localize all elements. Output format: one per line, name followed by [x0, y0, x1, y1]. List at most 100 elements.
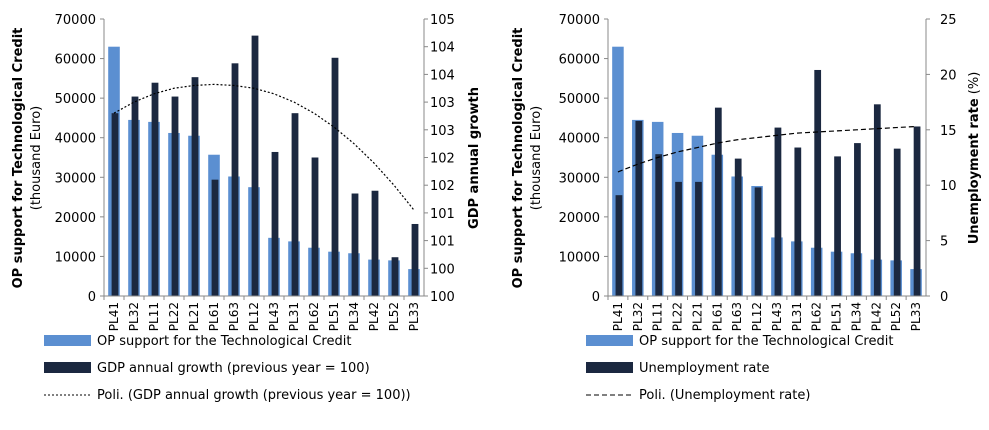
trend-line [113, 83, 415, 211]
category-label: PL61 [207, 302, 221, 331]
right-axis-tick-label: 105 [430, 13, 455, 28]
bar-secondary-series [893, 148, 901, 296]
category-label: PL31 [287, 302, 301, 331]
bar-secondary-series [231, 63, 239, 296]
legend-label-unemployment: Unemployment rate [639, 361, 769, 376]
category-label: PL63 [227, 302, 241, 331]
category-label: PL31 [790, 302, 804, 331]
bar-secondary-series [615, 195, 623, 296]
left-axis-tick-label: 20000 [559, 211, 600, 226]
right-axis-title: GDP annual growth [467, 87, 482, 229]
bar-secondary-series [191, 77, 199, 296]
bar-secondary-series [774, 127, 782, 296]
left-axis-tick-label: 50000 [55, 92, 96, 107]
right-axis-tick-label: 102 [430, 179, 455, 194]
bar-secondary-series [873, 104, 881, 296]
bar-secondary-series [635, 120, 643, 296]
bar-secondary-series [311, 157, 319, 296]
left-axis-tick-label: 70000 [55, 13, 96, 28]
left-axis-tick-label: 60000 [55, 53, 96, 68]
left-axis-subtitle: (thousand Euro) [29, 106, 44, 211]
category-label: PL32 [631, 302, 645, 331]
category-label: PL62 [810, 302, 824, 331]
category-label: PL34 [347, 302, 361, 331]
category-label: PL32 [127, 302, 141, 331]
left-axis-title-main: OP support for Technological Credit [11, 28, 26, 289]
right-axis-tick-label: 20 [940, 68, 957, 83]
category-label: PL12 [750, 302, 764, 331]
category-label: PL43 [770, 302, 784, 331]
gdp-chart: 0 10000 20000 30000 40000 50000 60000 70000 100 1… [11, 13, 482, 403]
category-label: PL34 [849, 302, 863, 331]
left-axis-tick-label: 60000 [559, 53, 600, 68]
right-axis-tick-label: 15 [940, 124, 957, 139]
right-axis-tick-label: 103 [430, 124, 455, 139]
right-axis-tick-label: 0 [940, 290, 948, 305]
bar-secondary-series [854, 143, 861, 296]
left-axis-tick-label: 30000 [559, 171, 600, 186]
left-axis-tick-label: 0 [88, 290, 96, 305]
right-axis-tick-label: 101 [430, 235, 455, 250]
right-axis-tick-label: 100 [430, 290, 455, 305]
legend-label-unemployment-trend: Poli. (Unemployment rate) [639, 388, 810, 403]
bar-secondary-series [271, 151, 279, 296]
bar-secondary-series [211, 179, 219, 296]
right-axis-tick-label: 101 [430, 207, 455, 222]
right-axis-tick-label: 25 [940, 13, 957, 28]
category-label: PL61 [710, 302, 724, 331]
category-label: PL51 [327, 302, 341, 331]
legend-swatch-unemployment [586, 362, 633, 373]
right-axis-title-2-main: Unemployment rate [967, 98, 982, 244]
bar-secondary-series [734, 158, 742, 296]
legend-label-gdp-growth: GDP annual growth (previous year = 100) [97, 361, 370, 376]
bar-secondary-series [913, 126, 921, 296]
bar-secondary-series [251, 35, 259, 297]
unemployment-chart: 0 10000 20000 30000 40000 50000 60000 70000 0 5 10… [511, 13, 982, 403]
left-axis-tick-label: 40000 [55, 132, 96, 147]
category-label: PL22 [167, 302, 181, 331]
right-axis-title-2-sub: (%) [967, 72, 982, 99]
bar-secondary-series [655, 154, 663, 296]
right-axis-tick-label: 5 [940, 235, 948, 250]
legend-label-gdp-trend: Poli. (GDP annual growth (previous year … [97, 388, 411, 403]
left-axis-tick-label: 10000 [559, 250, 600, 265]
left-axis-tick-label: 10000 [55, 250, 96, 265]
bar-secondary-series [794, 147, 802, 296]
right-axis-title-2: Unemployment rate (%) [967, 72, 982, 245]
legend-label-op-support-2: OP support for the Technological Credit [639, 334, 893, 349]
category-label: PL42 [869, 302, 883, 331]
right-axis-tick-label: 104 [430, 68, 455, 83]
bar-secondary-series [331, 57, 339, 296]
left-axis-tick-label: 40000 [559, 132, 600, 147]
category-label: PL21 [187, 302, 201, 331]
legend-swatch-op-support [44, 335, 91, 346]
category-label: PL21 [690, 302, 704, 331]
category-label: PL42 [367, 302, 381, 331]
bar-secondary-series [695, 181, 702, 296]
right-axis-tick-label: 103 [430, 96, 455, 111]
bar-secondary-series [351, 193, 359, 296]
right-axis-tick-label: 100 [430, 262, 455, 277]
bar-secondary-series [391, 257, 399, 296]
bar-secondary-series [291, 113, 299, 297]
left-axis-title: OP support for Technological Credit [11, 28, 26, 289]
bar-secondary-series [754, 187, 762, 296]
bar-secondary-series [371, 190, 379, 296]
bar-secondary-series [151, 82, 159, 297]
bar-secondary-series [834, 156, 841, 296]
category-label: PL52 [387, 302, 401, 331]
bar-secondary-series [714, 107, 722, 296]
left-axis-tick-label: 20000 [55, 211, 96, 226]
right-axis-tick-label: 102 [430, 152, 455, 167]
bar-secondary-series [814, 69, 822, 296]
category-label: PL22 [671, 302, 685, 331]
bar-secondary-series [111, 113, 119, 297]
left-axis-title-2: OP support for Technological Credit [511, 28, 526, 289]
legend-label-op-support: OP support for the Technological Credit [97, 334, 351, 349]
category-label: PL11 [147, 302, 161, 331]
left-axis-tick-label: 0 [592, 290, 600, 305]
category-label: PL63 [730, 302, 744, 331]
category-label: PL33 [407, 302, 421, 331]
category-label: PL51 [830, 302, 844, 331]
bar-secondary-series [131, 96, 139, 296]
